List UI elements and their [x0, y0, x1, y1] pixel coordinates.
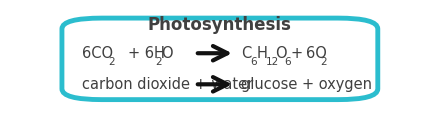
Text: glucose + oxygen: glucose + oxygen: [242, 77, 372, 92]
Text: 6: 6: [285, 57, 291, 67]
Text: 12: 12: [266, 57, 279, 67]
Text: +: +: [291, 46, 303, 61]
Text: 6O: 6O: [305, 46, 326, 61]
Text: H: H: [257, 46, 267, 61]
Text: 2: 2: [108, 57, 115, 67]
Text: C: C: [242, 46, 252, 61]
Text: Photosynthesis: Photosynthesis: [148, 16, 292, 34]
Text: 2: 2: [320, 57, 327, 67]
Text: 6CO: 6CO: [82, 46, 113, 61]
Text: O: O: [275, 46, 287, 61]
Text: carbon dioxide + water: carbon dioxide + water: [82, 77, 253, 92]
Text: 2: 2: [155, 57, 162, 67]
Text: O: O: [161, 46, 172, 61]
Text: + 6H: + 6H: [128, 46, 165, 61]
Text: 6: 6: [251, 57, 257, 67]
FancyBboxPatch shape: [62, 18, 378, 100]
